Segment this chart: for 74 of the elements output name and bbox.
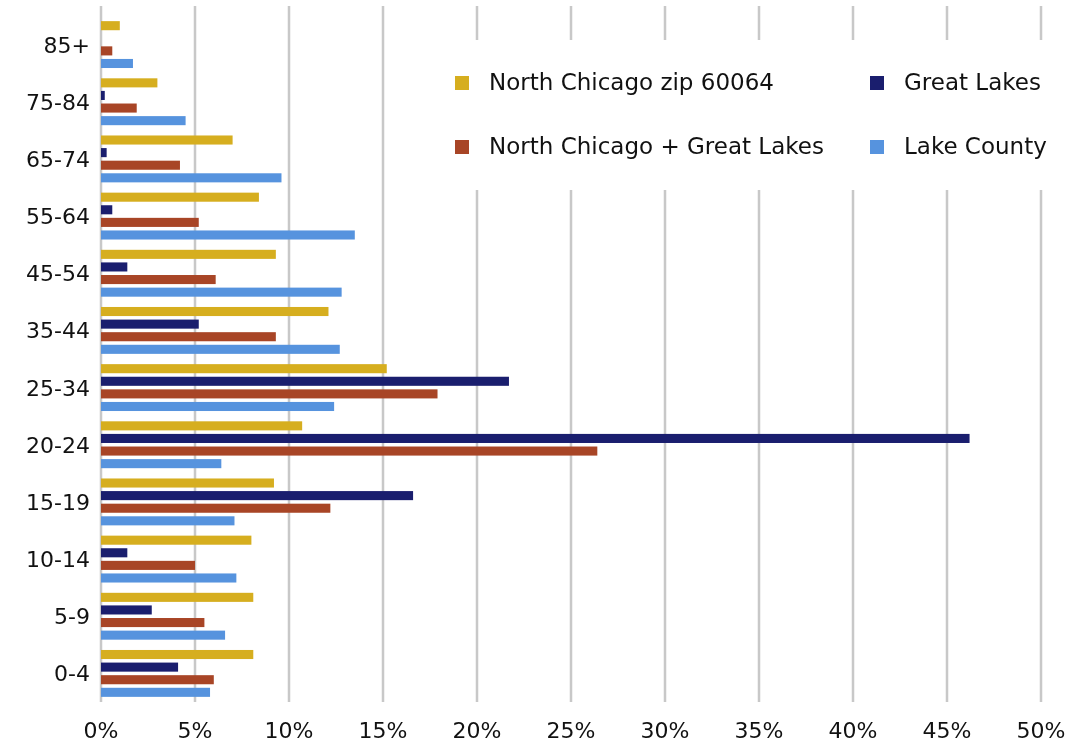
bar: [101, 592, 254, 602]
bar: [101, 230, 355, 240]
bar: [101, 560, 195, 570]
y-tick-label: 35-44: [26, 318, 90, 344]
bar: [101, 275, 216, 285]
bar: [101, 618, 205, 628]
y-tick-label: 85+: [43, 32, 90, 58]
x-tick-label: 25%: [546, 718, 596, 743]
y-tick-label: 45-54: [26, 261, 90, 287]
bar: [101, 58, 133, 69]
x-tick-label: 40%: [828, 718, 878, 743]
bar: [101, 446, 598, 456]
bar: [101, 160, 180, 170]
bar: [101, 21, 120, 31]
bar: [101, 662, 179, 672]
bar: [101, 78, 158, 88]
bar: [101, 376, 509, 386]
bar: [101, 46, 113, 56]
legend-label: North Chicago zip 60064: [489, 69, 774, 95]
bar: [101, 344, 340, 354]
y-tick-label: 25-34: [26, 375, 90, 401]
bar: [101, 148, 107, 158]
bar: [101, 421, 303, 431]
bar: [101, 249, 276, 259]
bar: [101, 103, 137, 113]
bar: [101, 649, 254, 660]
y-tick-label: 10-14: [26, 547, 90, 573]
bar: [101, 433, 970, 443]
bar: [101, 287, 342, 297]
y-tick-label: 5-9: [54, 604, 90, 630]
y-tick-label: 15-19: [26, 489, 90, 515]
x-tick-label: 15%: [358, 718, 408, 743]
bar: [101, 173, 282, 183]
bar: [101, 675, 214, 685]
bar: [101, 630, 226, 640]
x-tick-label: 20%: [452, 718, 502, 743]
bar: [101, 217, 199, 227]
bar: [101, 319, 199, 329]
bar: [101, 478, 274, 488]
legend-label: Great Lakes: [904, 69, 1041, 95]
bar: [101, 364, 387, 374]
bar: [101, 401, 335, 412]
x-tick-label: 10%: [264, 718, 314, 743]
y-tick-label: 65-74: [26, 146, 90, 172]
bar: [101, 535, 252, 545]
bar: [101, 389, 438, 399]
bar: [101, 516, 235, 526]
y-tick-label: 0-4: [54, 661, 90, 687]
bar: [101, 116, 186, 126]
y-tick-label: 55-64: [26, 204, 90, 230]
bar: [101, 605, 152, 615]
bar: [101, 332, 276, 342]
bar: [101, 491, 414, 501]
bar: [101, 192, 259, 202]
y-tick-label: 20-24: [26, 432, 90, 458]
y-tick-label: 75-84: [26, 89, 90, 115]
bar: [101, 548, 128, 558]
bar: [101, 262, 128, 272]
legend-label: Lake County: [904, 133, 1047, 159]
x-tick-label: 35%: [734, 718, 784, 743]
bar: [101, 205, 113, 215]
x-tick-label: 50%: [1016, 718, 1066, 743]
legend-label: North Chicago + Great Lakes: [489, 133, 824, 159]
x-tick-label: 5%: [177, 718, 213, 743]
bar: [101, 459, 222, 469]
bar: [101, 503, 331, 513]
x-tick-label: 45%: [922, 718, 972, 743]
bar: [101, 90, 105, 100]
x-tick-label: 0%: [83, 718, 119, 743]
x-tick-label: 30%: [640, 718, 690, 743]
bar: [101, 573, 237, 583]
bar: [101, 687, 211, 697]
bar: [101, 135, 233, 145]
bar: [101, 306, 329, 317]
